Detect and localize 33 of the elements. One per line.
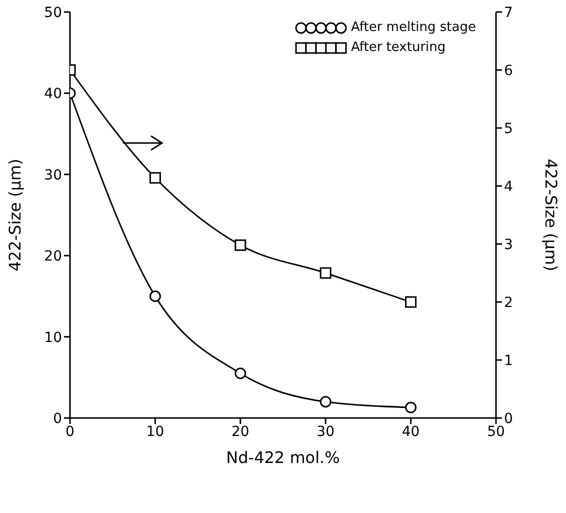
x-tick-label: 30 <box>316 424 335 440</box>
x-tick-label: 10 <box>146 424 164 440</box>
y2-tick-label: 2 <box>504 294 513 311</box>
y2-axis-title: 422-Size (μm) <box>541 158 560 272</box>
y2-tick-label: 6 <box>504 62 513 79</box>
point <box>320 396 332 408</box>
point <box>320 267 332 279</box>
legend-label: After melting stage <box>350 19 476 37</box>
point <box>234 368 246 380</box>
y2-tick-label: 4 <box>504 178 513 195</box>
y-tick-label: 0 <box>53 410 62 427</box>
point <box>234 239 246 251</box>
y-tick-label: 40 <box>44 86 62 102</box>
x-tick-label: 50 <box>487 424 505 440</box>
point <box>405 402 417 414</box>
y-tick-label: 50 <box>44 4 62 21</box>
y2-tick-label: 3 <box>504 236 513 253</box>
x-axis-title: Nd-422 mol.% <box>226 448 340 467</box>
y-tick-label: 30 <box>44 167 62 184</box>
legend-label: After texturing <box>350 39 446 57</box>
y-axis-title: 422-Size (μm) <box>6 158 25 272</box>
x-tick-label: 20 <box>231 424 250 440</box>
y2-tick-label: 5 <box>504 120 513 137</box>
y2-tick-label: 1 <box>504 352 513 369</box>
point <box>149 172 161 184</box>
y-tick-label: 10 <box>44 330 62 346</box>
point <box>405 296 417 308</box>
y2-tick-label: 0 <box>504 410 513 427</box>
x-tick-label: 40 <box>402 424 420 440</box>
point <box>149 290 161 302</box>
x-tick-label: 0 <box>66 424 74 440</box>
y2-tick-label: 7 <box>504 4 513 21</box>
y-tick-label: 20 <box>44 248 62 265</box>
